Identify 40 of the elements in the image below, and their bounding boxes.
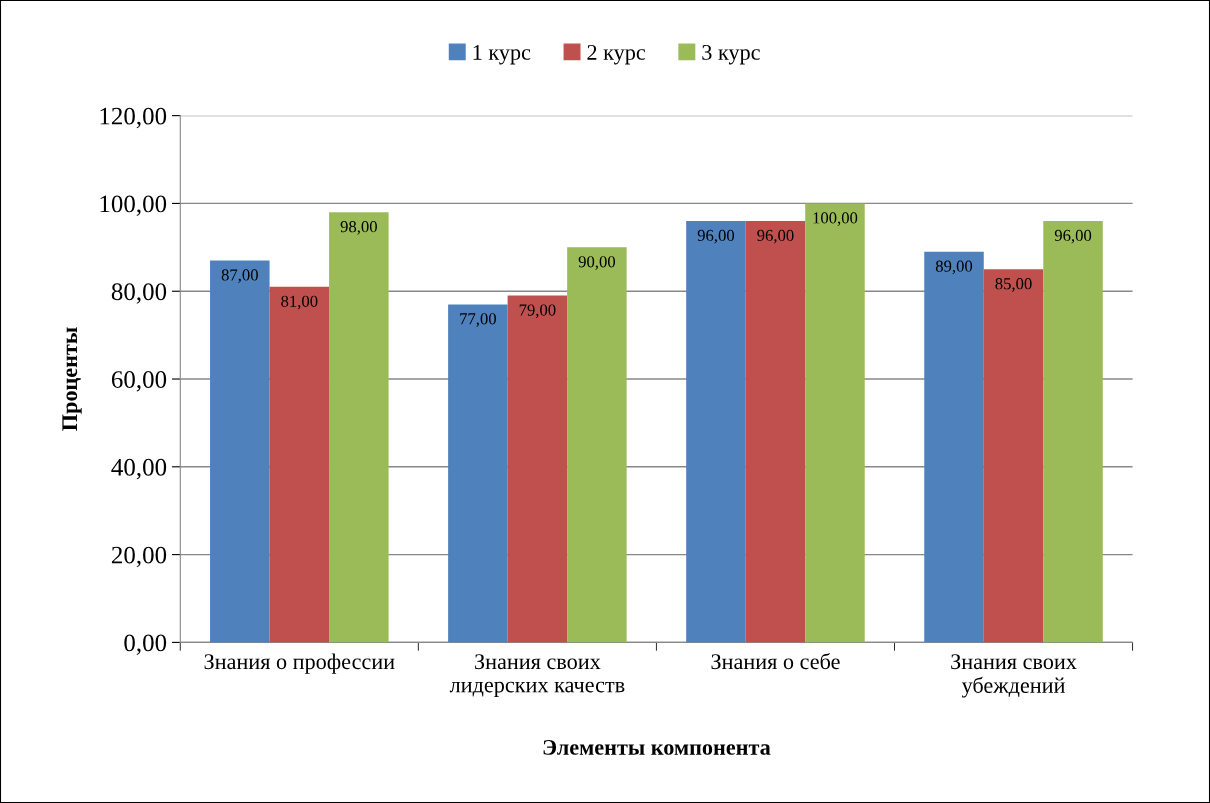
y-tick-label: 60,00 — [111, 371, 167, 392]
legend-label: 1 курс — [473, 44, 531, 65]
data-label: 77,00 — [460, 313, 496, 327]
bar — [507, 295, 568, 643]
bar — [924, 251, 984, 643]
bar — [686, 220, 746, 643]
x-tick-label: Знания своих лидерских качеств — [449, 654, 625, 697]
data-label: 79,00 — [519, 304, 556, 319]
legend-label: 3 курс — [702, 44, 760, 65]
data-label: 90,00 — [578, 256, 616, 270]
legend-label: 2 курс — [587, 44, 646, 65]
bar — [210, 260, 270, 643]
bar — [805, 203, 865, 643]
x-axis-title: Элементы компонента — [543, 739, 771, 755]
y-tick-label: 120,00 — [100, 107, 167, 129]
data-label: 89,00 — [935, 260, 973, 275]
data-label: 96,00 — [1054, 229, 1092, 244]
y-axis-title: Проценты — [62, 327, 82, 431]
x-tick-label: Знания о профессии — [204, 653, 395, 674]
x-tick-label: Знания о себе — [711, 653, 840, 670]
data-label: 96,00 — [757, 229, 794, 244]
bar — [745, 220, 806, 643]
bar — [329, 212, 389, 643]
y-tick-label: 40,00 — [111, 458, 167, 480]
bar — [448, 304, 508, 643]
data-label: 98,00 — [340, 221, 377, 235]
x-tick-label: Знания своих убеждений — [951, 654, 1077, 698]
data-label: 100,00 — [813, 212, 858, 226]
bar — [269, 286, 330, 643]
data-label: 87,00 — [221, 269, 258, 283]
bar — [1043, 220, 1103, 643]
y-tick-label: 20,00 — [111, 546, 167, 568]
y-tick-label: 0,00 — [124, 634, 167, 655]
bar — [983, 269, 1044, 643]
y-tick-label: 100,00 — [100, 195, 167, 216]
bar — [567, 247, 627, 643]
y-tick-label: 80,00 — [111, 283, 167, 304]
data-label: 81,00 — [281, 295, 318, 310]
data-label: 96,00 — [697, 229, 735, 244]
data-label: 85,00 — [995, 278, 1032, 292]
